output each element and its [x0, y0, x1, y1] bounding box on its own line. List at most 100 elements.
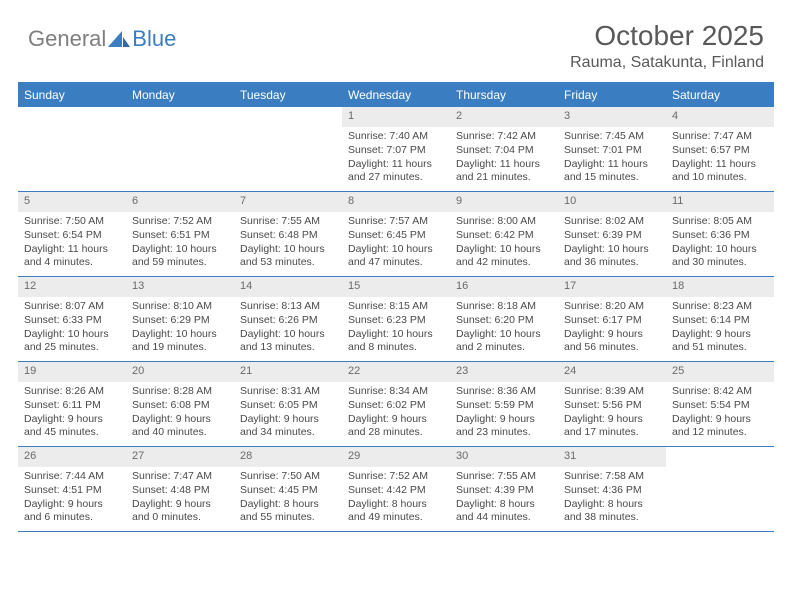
day-header: Wednesday [342, 84, 450, 107]
day-number: 11 [666, 192, 774, 212]
calendar-cell: 14Sunrise: 8:13 AMSunset: 6:26 PMDayligh… [234, 277, 342, 361]
daylight-text: Daylight: 8 hours and 49 minutes. [348, 498, 444, 524]
sunrise-text: Sunrise: 8:42 AM [672, 385, 768, 398]
sunset-text: Sunset: 5:56 PM [564, 399, 660, 412]
sunset-text: Sunset: 5:54 PM [672, 399, 768, 412]
sunset-text: Sunset: 6:42 PM [456, 229, 552, 242]
day-header: Tuesday [234, 84, 342, 107]
calendar-cell: 17Sunrise: 8:20 AMSunset: 6:17 PMDayligh… [558, 277, 666, 361]
cell-body: Sunrise: 8:31 AMSunset: 6:05 PMDaylight:… [234, 384, 342, 445]
calendar-cell: 10Sunrise: 8:02 AMSunset: 6:39 PMDayligh… [558, 192, 666, 276]
cell-body: Sunrise: 7:55 AMSunset: 4:39 PMDaylight:… [450, 469, 558, 530]
sunset-text: Sunset: 4:48 PM [132, 484, 228, 497]
calendar-cell: 12Sunrise: 8:07 AMSunset: 6:33 PMDayligh… [18, 277, 126, 361]
daylight-text: Daylight: 9 hours and 6 minutes. [24, 498, 120, 524]
day-number: 30 [450, 447, 558, 467]
day-number: 16 [450, 277, 558, 297]
sunset-text: Sunset: 7:04 PM [456, 144, 552, 157]
sunset-text: Sunset: 5:59 PM [456, 399, 552, 412]
cell-body: Sunrise: 8:36 AMSunset: 5:59 PMDaylight:… [450, 384, 558, 445]
sunset-text: Sunset: 4:42 PM [348, 484, 444, 497]
cell-body: Sunrise: 8:02 AMSunset: 6:39 PMDaylight:… [558, 214, 666, 275]
day-number: 5 [18, 192, 126, 212]
day-number: 9 [450, 192, 558, 212]
cell-body: Sunrise: 8:00 AMSunset: 6:42 PMDaylight:… [450, 214, 558, 275]
daylight-text: Daylight: 9 hours and 17 minutes. [564, 413, 660, 439]
day-number: 19 [18, 362, 126, 382]
sunrise-text: Sunrise: 7:58 AM [564, 470, 660, 483]
day-number: 24 [558, 362, 666, 382]
day-number: 1 [342, 107, 450, 127]
cell-body: Sunrise: 7:44 AMSunset: 4:51 PMDaylight:… [18, 469, 126, 530]
sunrise-text: Sunrise: 7:50 AM [240, 470, 336, 483]
calendar-cell: 15Sunrise: 8:15 AMSunset: 6:23 PMDayligh… [342, 277, 450, 361]
sunrise-text: Sunrise: 7:40 AM [348, 130, 444, 143]
cell-body: Sunrise: 8:15 AMSunset: 6:23 PMDaylight:… [342, 299, 450, 360]
calendar-grid: Sunday Monday Tuesday Wednesday Thursday… [18, 82, 774, 532]
sunset-text: Sunset: 7:07 PM [348, 144, 444, 157]
calendar-cell: 22Sunrise: 8:34 AMSunset: 6:02 PMDayligh… [342, 362, 450, 446]
daylight-text: Daylight: 9 hours and 28 minutes. [348, 413, 444, 439]
daylight-text: Daylight: 8 hours and 44 minutes. [456, 498, 552, 524]
cell-body: Sunrise: 7:52 AMSunset: 4:42 PMDaylight:… [342, 469, 450, 530]
sunset-text: Sunset: 6:36 PM [672, 229, 768, 242]
sunrise-text: Sunrise: 8:23 AM [672, 300, 768, 313]
calendar-cell: 23Sunrise: 8:36 AMSunset: 5:59 PMDayligh… [450, 362, 558, 446]
day-header: Saturday [666, 84, 774, 107]
cell-body: Sunrise: 8:39 AMSunset: 5:56 PMDaylight:… [558, 384, 666, 445]
sunrise-text: Sunrise: 8:20 AM [564, 300, 660, 313]
daylight-text: Daylight: 10 hours and 25 minutes. [24, 328, 120, 354]
daylight-text: Daylight: 9 hours and 40 minutes. [132, 413, 228, 439]
calendar-cell: 11Sunrise: 8:05 AMSunset: 6:36 PMDayligh… [666, 192, 774, 276]
cell-body: Sunrise: 7:47 AMSunset: 4:48 PMDaylight:… [126, 469, 234, 530]
calendar-cell: 8Sunrise: 7:57 AMSunset: 6:45 PMDaylight… [342, 192, 450, 276]
calendar-cell: 24Sunrise: 8:39 AMSunset: 5:56 PMDayligh… [558, 362, 666, 446]
sunset-text: Sunset: 6:02 PM [348, 399, 444, 412]
daylight-text: Daylight: 10 hours and 36 minutes. [564, 243, 660, 269]
calendar-week: 5Sunrise: 7:50 AMSunset: 6:54 PMDaylight… [18, 192, 774, 277]
day-number: 10 [558, 192, 666, 212]
day-header-row: Sunday Monday Tuesday Wednesday Thursday… [18, 84, 774, 107]
cell-body: Sunrise: 8:42 AMSunset: 5:54 PMDaylight:… [666, 384, 774, 445]
calendar-cell: . [666, 447, 774, 531]
sunrise-text: Sunrise: 8:10 AM [132, 300, 228, 313]
day-header: Thursday [450, 84, 558, 107]
day-number: 7 [234, 192, 342, 212]
day-header: Friday [558, 84, 666, 107]
day-number: 3 [558, 107, 666, 127]
cell-body: Sunrise: 8:18 AMSunset: 6:20 PMDaylight:… [450, 299, 558, 360]
month-title: October 2025 [570, 20, 764, 52]
title-block: October 2025 Rauma, Satakunta, Finland [570, 20, 764, 72]
cell-body: Sunrise: 7:50 AMSunset: 6:54 PMDaylight:… [18, 214, 126, 275]
page-header: General Blue October 2025 Rauma, Satakun… [0, 0, 792, 76]
daylight-text: Daylight: 9 hours and 56 minutes. [564, 328, 660, 354]
calendar-week: ...1Sunrise: 7:40 AMSunset: 7:07 PMDayli… [18, 107, 774, 192]
brand-logo: General Blue [28, 20, 176, 52]
calendar-cell: 5Sunrise: 7:50 AMSunset: 6:54 PMDaylight… [18, 192, 126, 276]
day-number: 25 [666, 362, 774, 382]
daylight-text: Daylight: 10 hours and 42 minutes. [456, 243, 552, 269]
daylight-text: Daylight: 10 hours and 47 minutes. [348, 243, 444, 269]
day-number: 23 [450, 362, 558, 382]
calendar-cell: 7Sunrise: 7:55 AMSunset: 6:48 PMDaylight… [234, 192, 342, 276]
day-number: 8 [342, 192, 450, 212]
cell-body: Sunrise: 8:26 AMSunset: 6:11 PMDaylight:… [18, 384, 126, 445]
calendar-cell: . [234, 107, 342, 191]
sunset-text: Sunset: 6:20 PM [456, 314, 552, 327]
calendar-cell: 20Sunrise: 8:28 AMSunset: 6:08 PMDayligh… [126, 362, 234, 446]
day-number: 21 [234, 362, 342, 382]
cell-body: Sunrise: 7:42 AMSunset: 7:04 PMDaylight:… [450, 129, 558, 190]
day-number: 27 [126, 447, 234, 467]
sunrise-text: Sunrise: 8:00 AM [456, 215, 552, 228]
daylight-text: Daylight: 11 hours and 27 minutes. [348, 158, 444, 184]
calendar-cell: 4Sunrise: 7:47 AMSunset: 6:57 PMDaylight… [666, 107, 774, 191]
day-number: 22 [342, 362, 450, 382]
sunrise-text: Sunrise: 8:13 AM [240, 300, 336, 313]
sunrise-text: Sunrise: 7:57 AM [348, 215, 444, 228]
calendar-cell: 27Sunrise: 7:47 AMSunset: 4:48 PMDayligh… [126, 447, 234, 531]
calendar-cell: 16Sunrise: 8:18 AMSunset: 6:20 PMDayligh… [450, 277, 558, 361]
calendar-week: 19Sunrise: 8:26 AMSunset: 6:11 PMDayligh… [18, 362, 774, 447]
cell-body: Sunrise: 7:45 AMSunset: 7:01 PMDaylight:… [558, 129, 666, 190]
brand-word-blue: Blue [132, 26, 176, 52]
cell-body: Sunrise: 7:58 AMSunset: 4:36 PMDaylight:… [558, 469, 666, 530]
